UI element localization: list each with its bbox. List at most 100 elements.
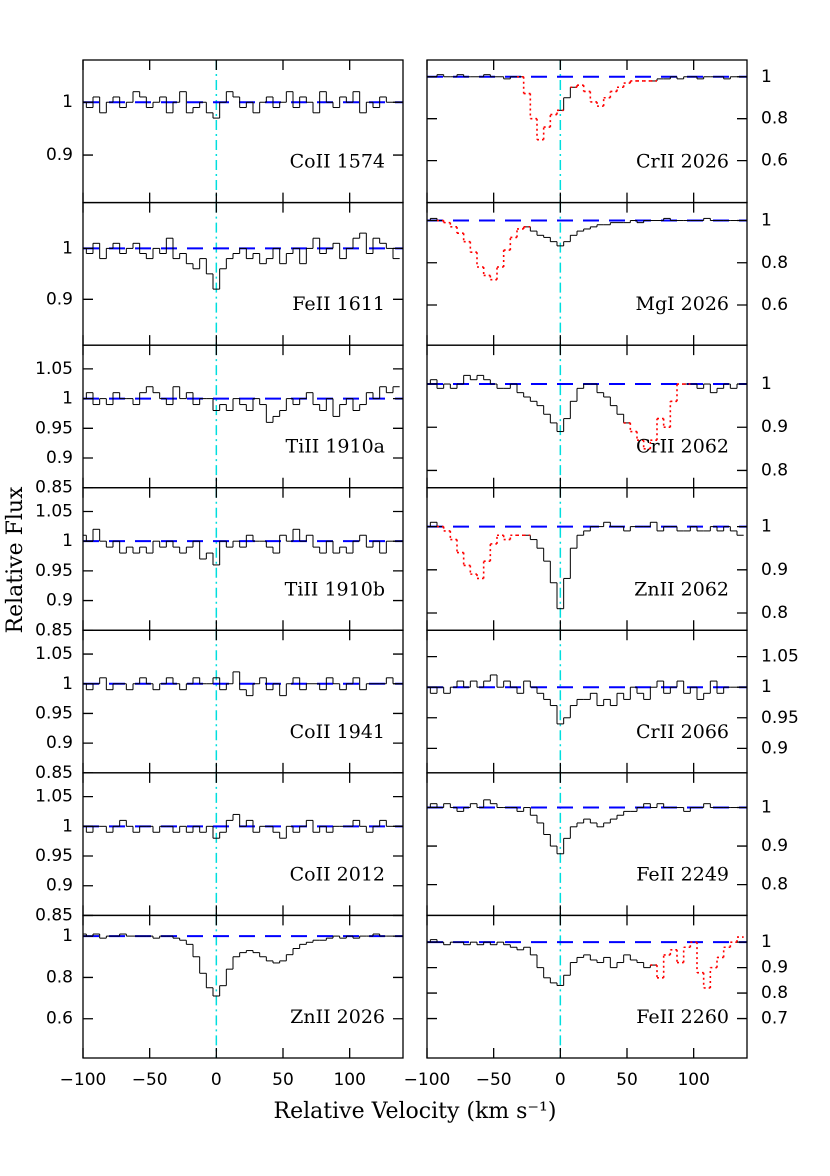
x-tick-label: −100 bbox=[404, 1070, 451, 1090]
y-tick-label: 0.9 bbox=[761, 738, 788, 758]
panel-title: FeII 2249 bbox=[636, 863, 729, 885]
y-tick-label: 1 bbox=[761, 932, 772, 952]
y-tick-label: 1 bbox=[761, 374, 772, 394]
y-tick-label: 1 bbox=[62, 531, 73, 551]
y-tick-label: 0.9 bbox=[761, 836, 788, 856]
panel-title: TiII 1910b bbox=[285, 578, 385, 600]
step-connector bbox=[442, 526, 512, 579]
y-tick-label: 0.8 bbox=[761, 983, 788, 1003]
y-tick-label: 0.9 bbox=[46, 289, 73, 309]
panel-frame bbox=[426, 914, 748, 1059]
x-tick-label: −50 bbox=[476, 1070, 512, 1090]
y-tick-label: 1 bbox=[761, 517, 772, 537]
step-connector bbox=[436, 74, 731, 111]
x-tick-label: 50 bbox=[272, 1070, 294, 1090]
x-tick-label: 100 bbox=[677, 1070, 709, 1090]
panel-title: CrII 2026 bbox=[636, 151, 729, 173]
step-connector bbox=[85, 934, 381, 997]
y-tick-label: 1.05 bbox=[35, 787, 73, 807]
panel-title: ZnII 2026 bbox=[290, 1006, 385, 1028]
y-tick-label: 0.85 bbox=[35, 763, 73, 783]
y-tick-label: 1 bbox=[62, 816, 73, 836]
step-connector bbox=[656, 937, 738, 988]
panel-title: CrII 2062 bbox=[636, 436, 729, 458]
panel-title: FeII 1611 bbox=[292, 293, 385, 315]
panel-title: CrII 2066 bbox=[636, 721, 729, 743]
step-connector bbox=[85, 386, 394, 423]
y-tick-label: 1 bbox=[62, 238, 73, 258]
step-connector bbox=[85, 91, 387, 119]
step-connector bbox=[442, 220, 525, 280]
y-tick-label: 0.9 bbox=[46, 448, 73, 468]
y-tick-label: 0.85 bbox=[35, 905, 73, 925]
step-connector bbox=[629, 384, 678, 449]
y-tick-label: 1 bbox=[62, 92, 73, 112]
x-tick-label: 100 bbox=[333, 1070, 365, 1090]
y-tick-label: 0.9 bbox=[761, 560, 788, 580]
panel-title: CoII 2012 bbox=[290, 863, 385, 885]
panel-frame bbox=[426, 201, 748, 346]
y-tick-label: 1 bbox=[761, 211, 772, 231]
x-tick-label: −50 bbox=[132, 1070, 168, 1090]
panel-title: CoII 1941 bbox=[290, 721, 385, 743]
y-tick-label: 1 bbox=[62, 926, 73, 946]
y-tick-label: 1 bbox=[761, 677, 772, 697]
y-tick-label: 0.9 bbox=[46, 145, 73, 165]
y-tick-label: 0.9 bbox=[46, 876, 73, 896]
panel-title: CoII 1574 bbox=[290, 151, 385, 173]
y-tick-label: 1.05 bbox=[761, 647, 799, 667]
panel-title: ZnII 2062 bbox=[634, 578, 729, 600]
panel-frame bbox=[426, 59, 748, 204]
y-tick-label: 1.05 bbox=[35, 359, 73, 379]
y-tick-label: 1.05 bbox=[35, 501, 73, 521]
y-tick-label: 0.9 bbox=[761, 417, 788, 437]
y-axis-label: Relative Flux bbox=[3, 486, 28, 634]
panel-title: MgI 2026 bbox=[635, 293, 729, 315]
step-connector bbox=[429, 674, 725, 724]
panel-frame bbox=[82, 914, 404, 1059]
x-tick-label: −100 bbox=[60, 1070, 107, 1090]
step-connector bbox=[429, 218, 711, 246]
y-tick-label: 0.95 bbox=[35, 561, 73, 581]
step-connector bbox=[522, 76, 632, 140]
y-tick-label: 0.8 bbox=[761, 460, 788, 480]
y-tick-label: 0.8 bbox=[761, 109, 788, 129]
panel-frame bbox=[82, 201, 404, 346]
y-tick-label: 0.8 bbox=[761, 253, 788, 273]
y-tick-label: 1 bbox=[761, 67, 772, 87]
panel-frame bbox=[426, 487, 748, 631]
y-tick-label: 0.9 bbox=[46, 591, 73, 611]
y-tick-label: 0.95 bbox=[761, 708, 799, 728]
panel-frame bbox=[426, 772, 748, 917]
y-tick-label: 1.05 bbox=[35, 644, 73, 664]
y-tick-label: 0.85 bbox=[35, 478, 73, 498]
y-tick-label: 0.9 bbox=[761, 958, 788, 978]
panel-frame bbox=[426, 629, 748, 774]
y-tick-label: 0.9 bbox=[46, 733, 73, 753]
step-connector bbox=[85, 233, 394, 290]
y-tick-label: 0.7 bbox=[761, 1009, 788, 1029]
y-tick-label: 1 bbox=[62, 389, 73, 409]
y-tick-label: 0.8 bbox=[761, 603, 788, 623]
y-tick-label: 0.85 bbox=[35, 620, 73, 640]
x-tick-label: 50 bbox=[616, 1070, 638, 1090]
panel-frame bbox=[82, 59, 404, 204]
panel-frame bbox=[82, 487, 404, 631]
x-tick-label: 0 bbox=[555, 1070, 566, 1090]
y-tick-label: 0.8 bbox=[46, 967, 73, 987]
step-connector bbox=[429, 939, 651, 986]
y-tick-label: 1 bbox=[761, 798, 772, 818]
step-connector bbox=[429, 375, 738, 432]
y-tick-label: 0.95 bbox=[35, 418, 73, 438]
y-tick-label: 0.6 bbox=[46, 1009, 73, 1029]
panel-frame bbox=[426, 344, 748, 489]
panel-frame bbox=[82, 629, 404, 774]
step-connector bbox=[85, 814, 387, 839]
x-axis-label: Relative Velocity (km s⁻¹) bbox=[274, 1099, 557, 1124]
y-tick-label: 0.6 bbox=[761, 151, 788, 171]
y-tick-label: 1 bbox=[62, 674, 73, 694]
panel-title: TiII 1910a bbox=[286, 436, 385, 458]
y-tick-label: 0.95 bbox=[35, 703, 73, 723]
